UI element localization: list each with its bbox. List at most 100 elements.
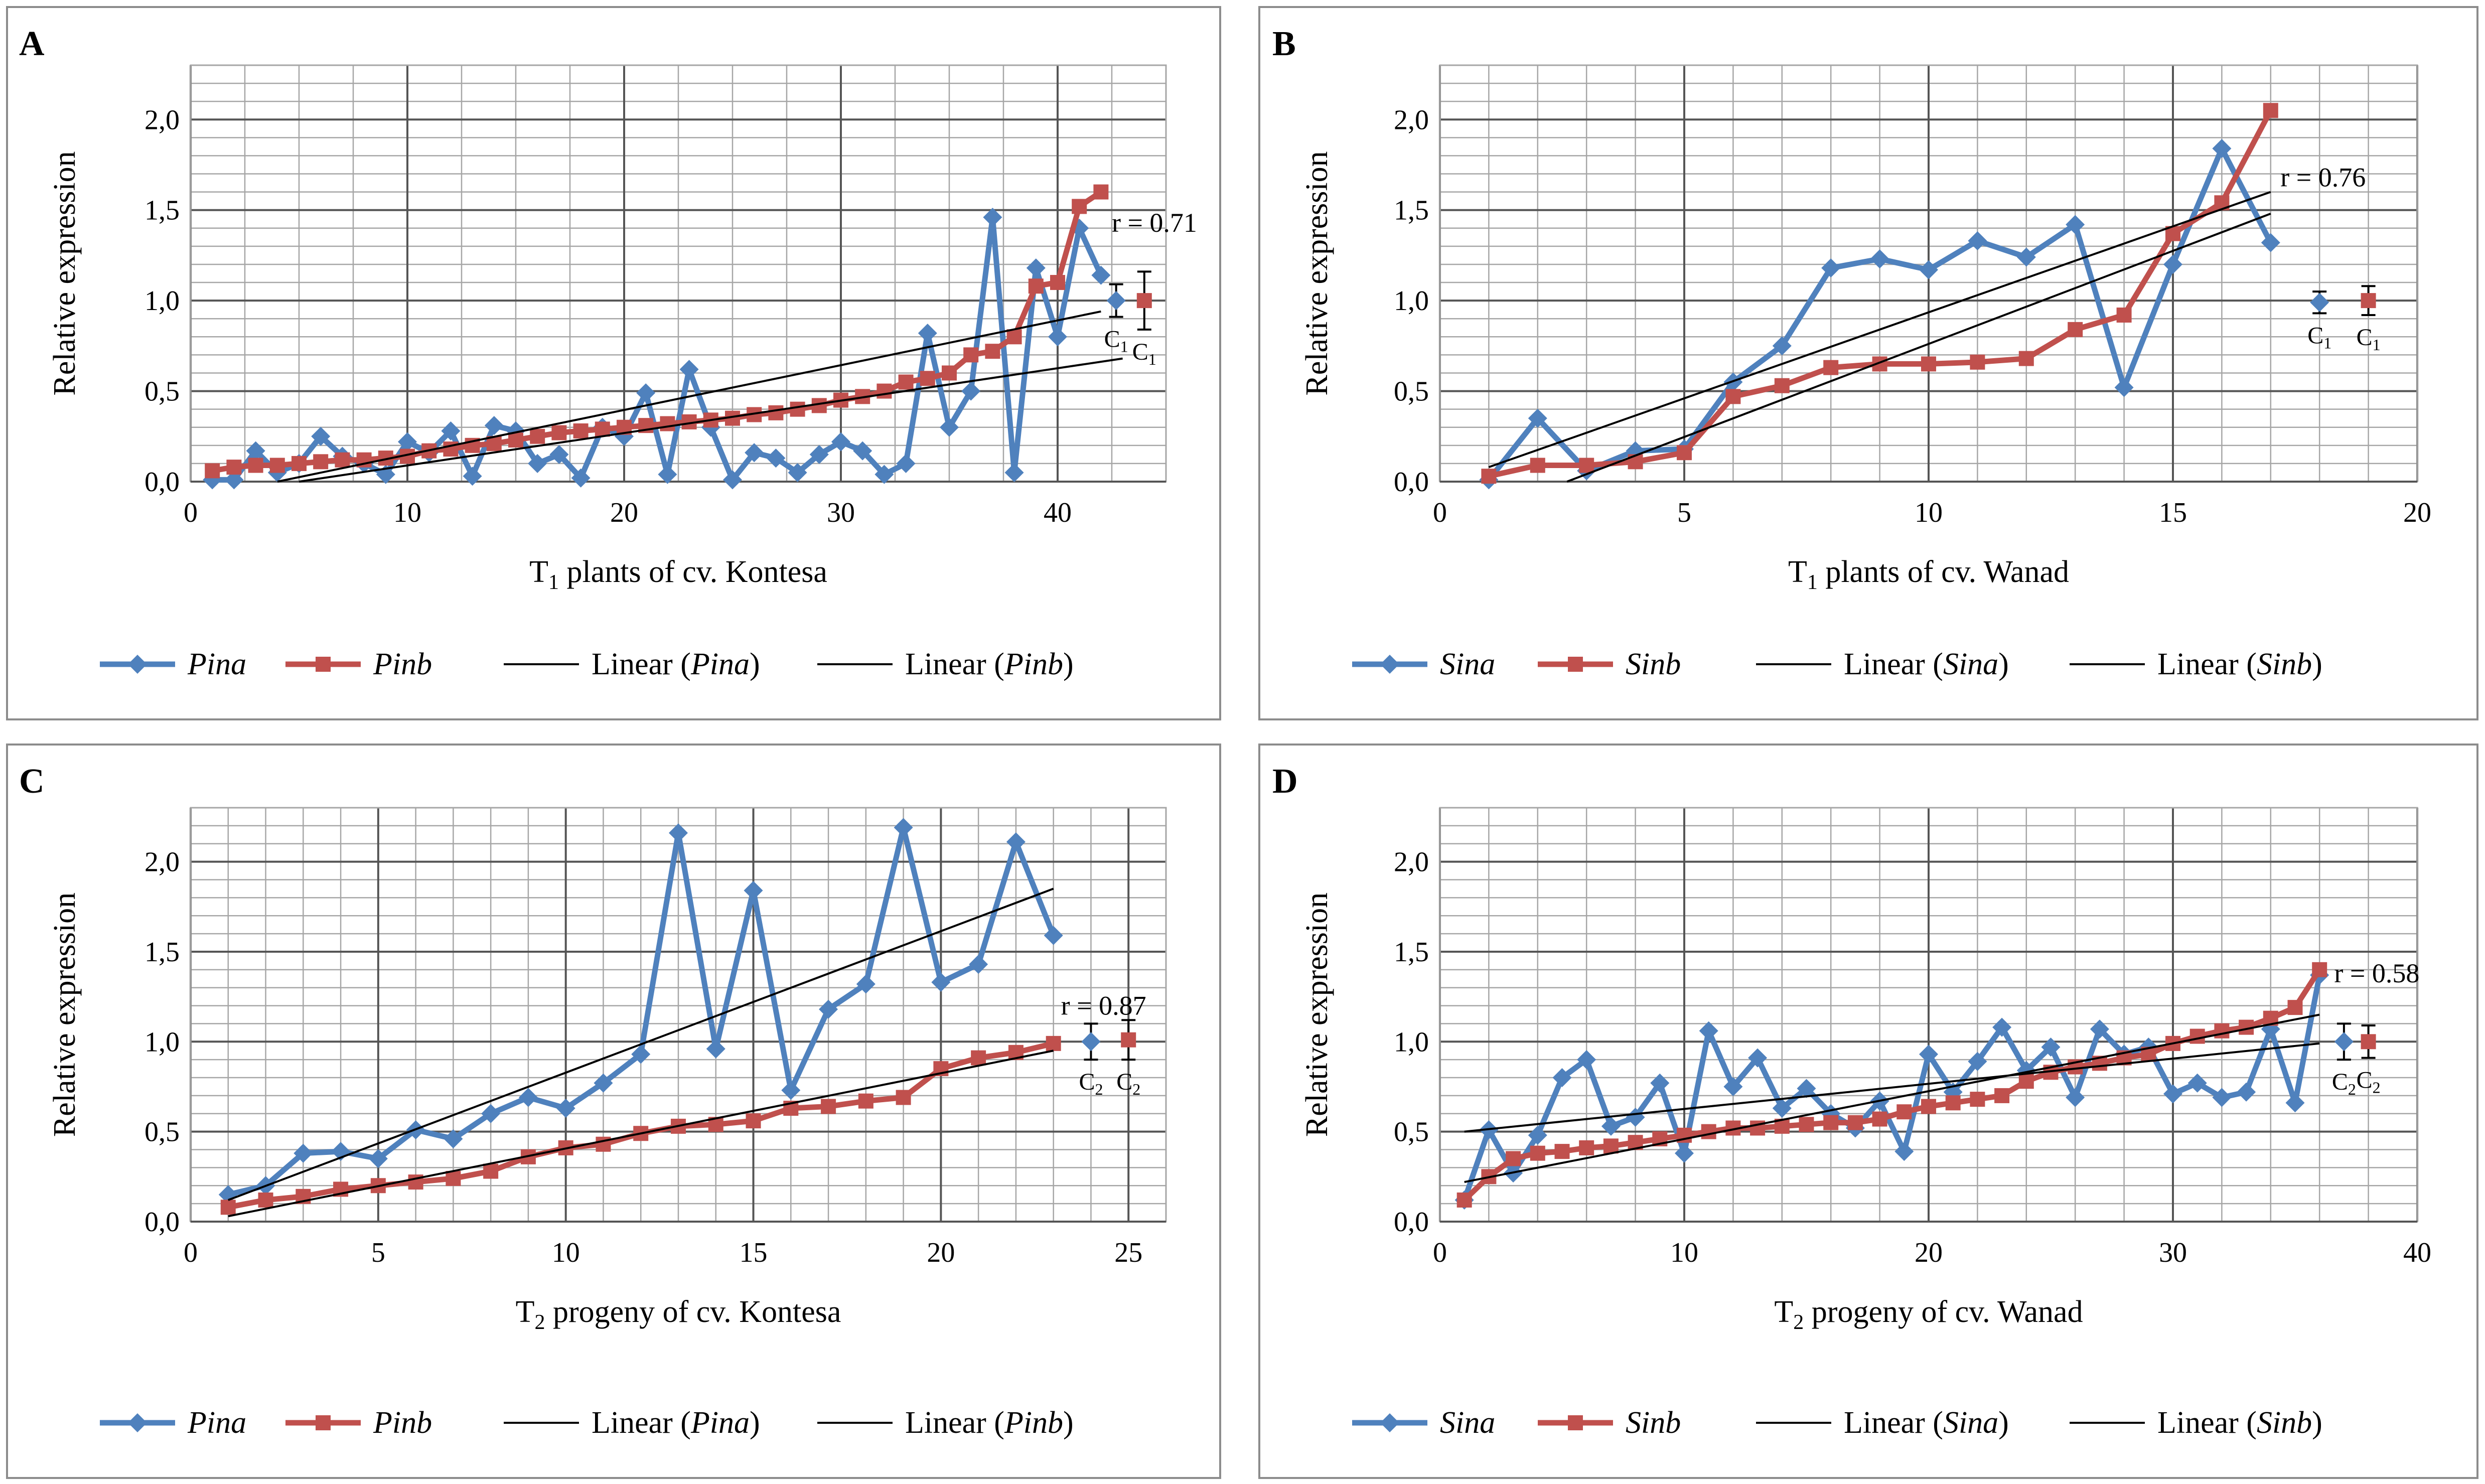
- legend-marker: [1380, 655, 1399, 674]
- data-point: [1650, 1073, 1670, 1093]
- data-point: [2187, 1073, 2207, 1093]
- r-value: r = 0.58: [2334, 958, 2419, 988]
- data-point: [220, 1200, 236, 1215]
- legend-label: Linear (Pina): [592, 1406, 760, 1440]
- control-label: C2: [2357, 1067, 2381, 1097]
- data-point: [2312, 962, 2327, 977]
- series-Pinb: [205, 184, 1109, 479]
- control-label-subscript: 2: [1095, 1080, 1103, 1098]
- x-axis-title: T2 progeny of cv. Wanad: [1774, 1295, 2083, 1334]
- y-tick-label: 1,5: [144, 937, 180, 968]
- control-label-subscript: 1: [2373, 336, 2381, 354]
- data-point: [258, 1192, 273, 1208]
- legend-label-suffix: ): [1063, 647, 1074, 681]
- control-point: C2: [1079, 1022, 1103, 1098]
- panel-letter: D: [1272, 762, 1298, 801]
- legend-marker: [128, 1413, 147, 1432]
- data-point: [983, 208, 1002, 227]
- data-point: [969, 955, 988, 974]
- legend-label: Linear (Pina): [592, 647, 760, 681]
- data-point: [1044, 926, 1063, 945]
- data-point: [311, 426, 331, 446]
- data-point: [1456, 1192, 1472, 1208]
- legend-label-prefix: Linear (: [2157, 647, 2257, 681]
- data-point: [2285, 1093, 2305, 1113]
- panel-letter: C: [19, 762, 45, 801]
- control-label: C2: [1116, 1069, 1140, 1098]
- data-point: [518, 1088, 538, 1107]
- y-tick-label: 0,5: [1394, 376, 1429, 407]
- y-tick-label: 2,0: [144, 104, 180, 135]
- data-point: [781, 1081, 801, 1100]
- data-point: [446, 1170, 461, 1186]
- data-point: [1601, 1116, 1621, 1136]
- legend: Sina Sinb Linear (Sina) Linear (Sinb): [1352, 647, 2322, 681]
- data-point: [809, 444, 829, 464]
- data-point: [1994, 1088, 2010, 1103]
- x-tick-label: 15: [740, 1237, 768, 1268]
- data-point: [530, 428, 545, 444]
- control-label-subscript: 2: [1132, 1080, 1140, 1098]
- data-point: [313, 454, 329, 470]
- legend-label: Sina: [1440, 647, 1495, 681]
- legend-marker: [316, 1415, 331, 1430]
- control-label-letter: C: [1079, 1069, 1095, 1095]
- control-label: C1: [1104, 326, 1128, 356]
- x-tick-label: 10: [1915, 497, 1943, 528]
- data-point: [1530, 1145, 1545, 1161]
- data-point: [1675, 1143, 1694, 1163]
- control-label-letter: C: [2332, 1069, 2348, 1095]
- data-point: [636, 383, 656, 403]
- data-point: [1821, 258, 1841, 278]
- control-point: C1: [1104, 283, 1128, 356]
- data-point: [484, 416, 504, 435]
- x-axis-title-subscript: 2: [1793, 1311, 1804, 1334]
- data-point: [858, 1093, 873, 1109]
- data-point: [1093, 184, 1109, 200]
- data-point: [1968, 1052, 1987, 1071]
- data-point: [1799, 1117, 1814, 1132]
- data-point: [1481, 469, 1497, 484]
- control-point: C2: [2357, 1024, 2381, 1097]
- x-tick-label: 25: [1114, 1237, 1142, 1268]
- data-point: [528, 454, 547, 473]
- data-point: [1048, 327, 1067, 347]
- data-point: [398, 432, 417, 452]
- data-point: [1774, 378, 1790, 393]
- control-label-subscript: 1: [2323, 334, 2331, 352]
- control-point: C2: [2332, 1022, 2356, 1098]
- control-label-letter: C: [2357, 1067, 2373, 1094]
- legend-label-name: Pinb: [1004, 647, 1063, 681]
- y-tick-label: 2,0: [1394, 847, 1429, 878]
- y-tick-label: 1,0: [1394, 285, 1429, 317]
- data-point: [441, 421, 461, 440]
- data-point: [1528, 408, 1547, 428]
- data-point: [1970, 1092, 1985, 1107]
- data-point: [961, 381, 981, 401]
- y-tick-label: 0,0: [144, 467, 180, 498]
- legend-label: Linear (Pinb): [905, 647, 1074, 681]
- x-axis-title-text: plants of cv. Kontesa: [559, 555, 827, 589]
- x-tick-label: 30: [2159, 1237, 2187, 1268]
- data-point: [481, 1104, 501, 1123]
- legend-label-prefix: Linear (: [2157, 1406, 2257, 1440]
- data-point: [723, 470, 742, 490]
- grid: [190, 64, 1167, 483]
- data-point: [1026, 258, 1046, 278]
- data-point: [2237, 1082, 2256, 1102]
- y-tick-label: 1,5: [1394, 937, 1429, 968]
- control-point: C1: [2357, 285, 2381, 354]
- trend-line: [277, 310, 1101, 483]
- data-point: [1552, 1068, 1572, 1088]
- x-tick-label: 10: [1670, 1237, 1698, 1268]
- x-axis-title: T1 plants of cv. Wanad: [1788, 555, 2069, 594]
- legend-label-prefix: Linear (: [1844, 647, 1943, 681]
- data-point: [985, 344, 1000, 359]
- data-point: [1772, 1099, 1792, 1118]
- data-point: [1919, 260, 1938, 279]
- data-point: [1919, 1045, 1938, 1064]
- legend-marker: [128, 655, 147, 674]
- control-marker: [2334, 1032, 2354, 1052]
- data-point: [1530, 458, 1545, 473]
- x-tick-label: 5: [371, 1237, 385, 1268]
